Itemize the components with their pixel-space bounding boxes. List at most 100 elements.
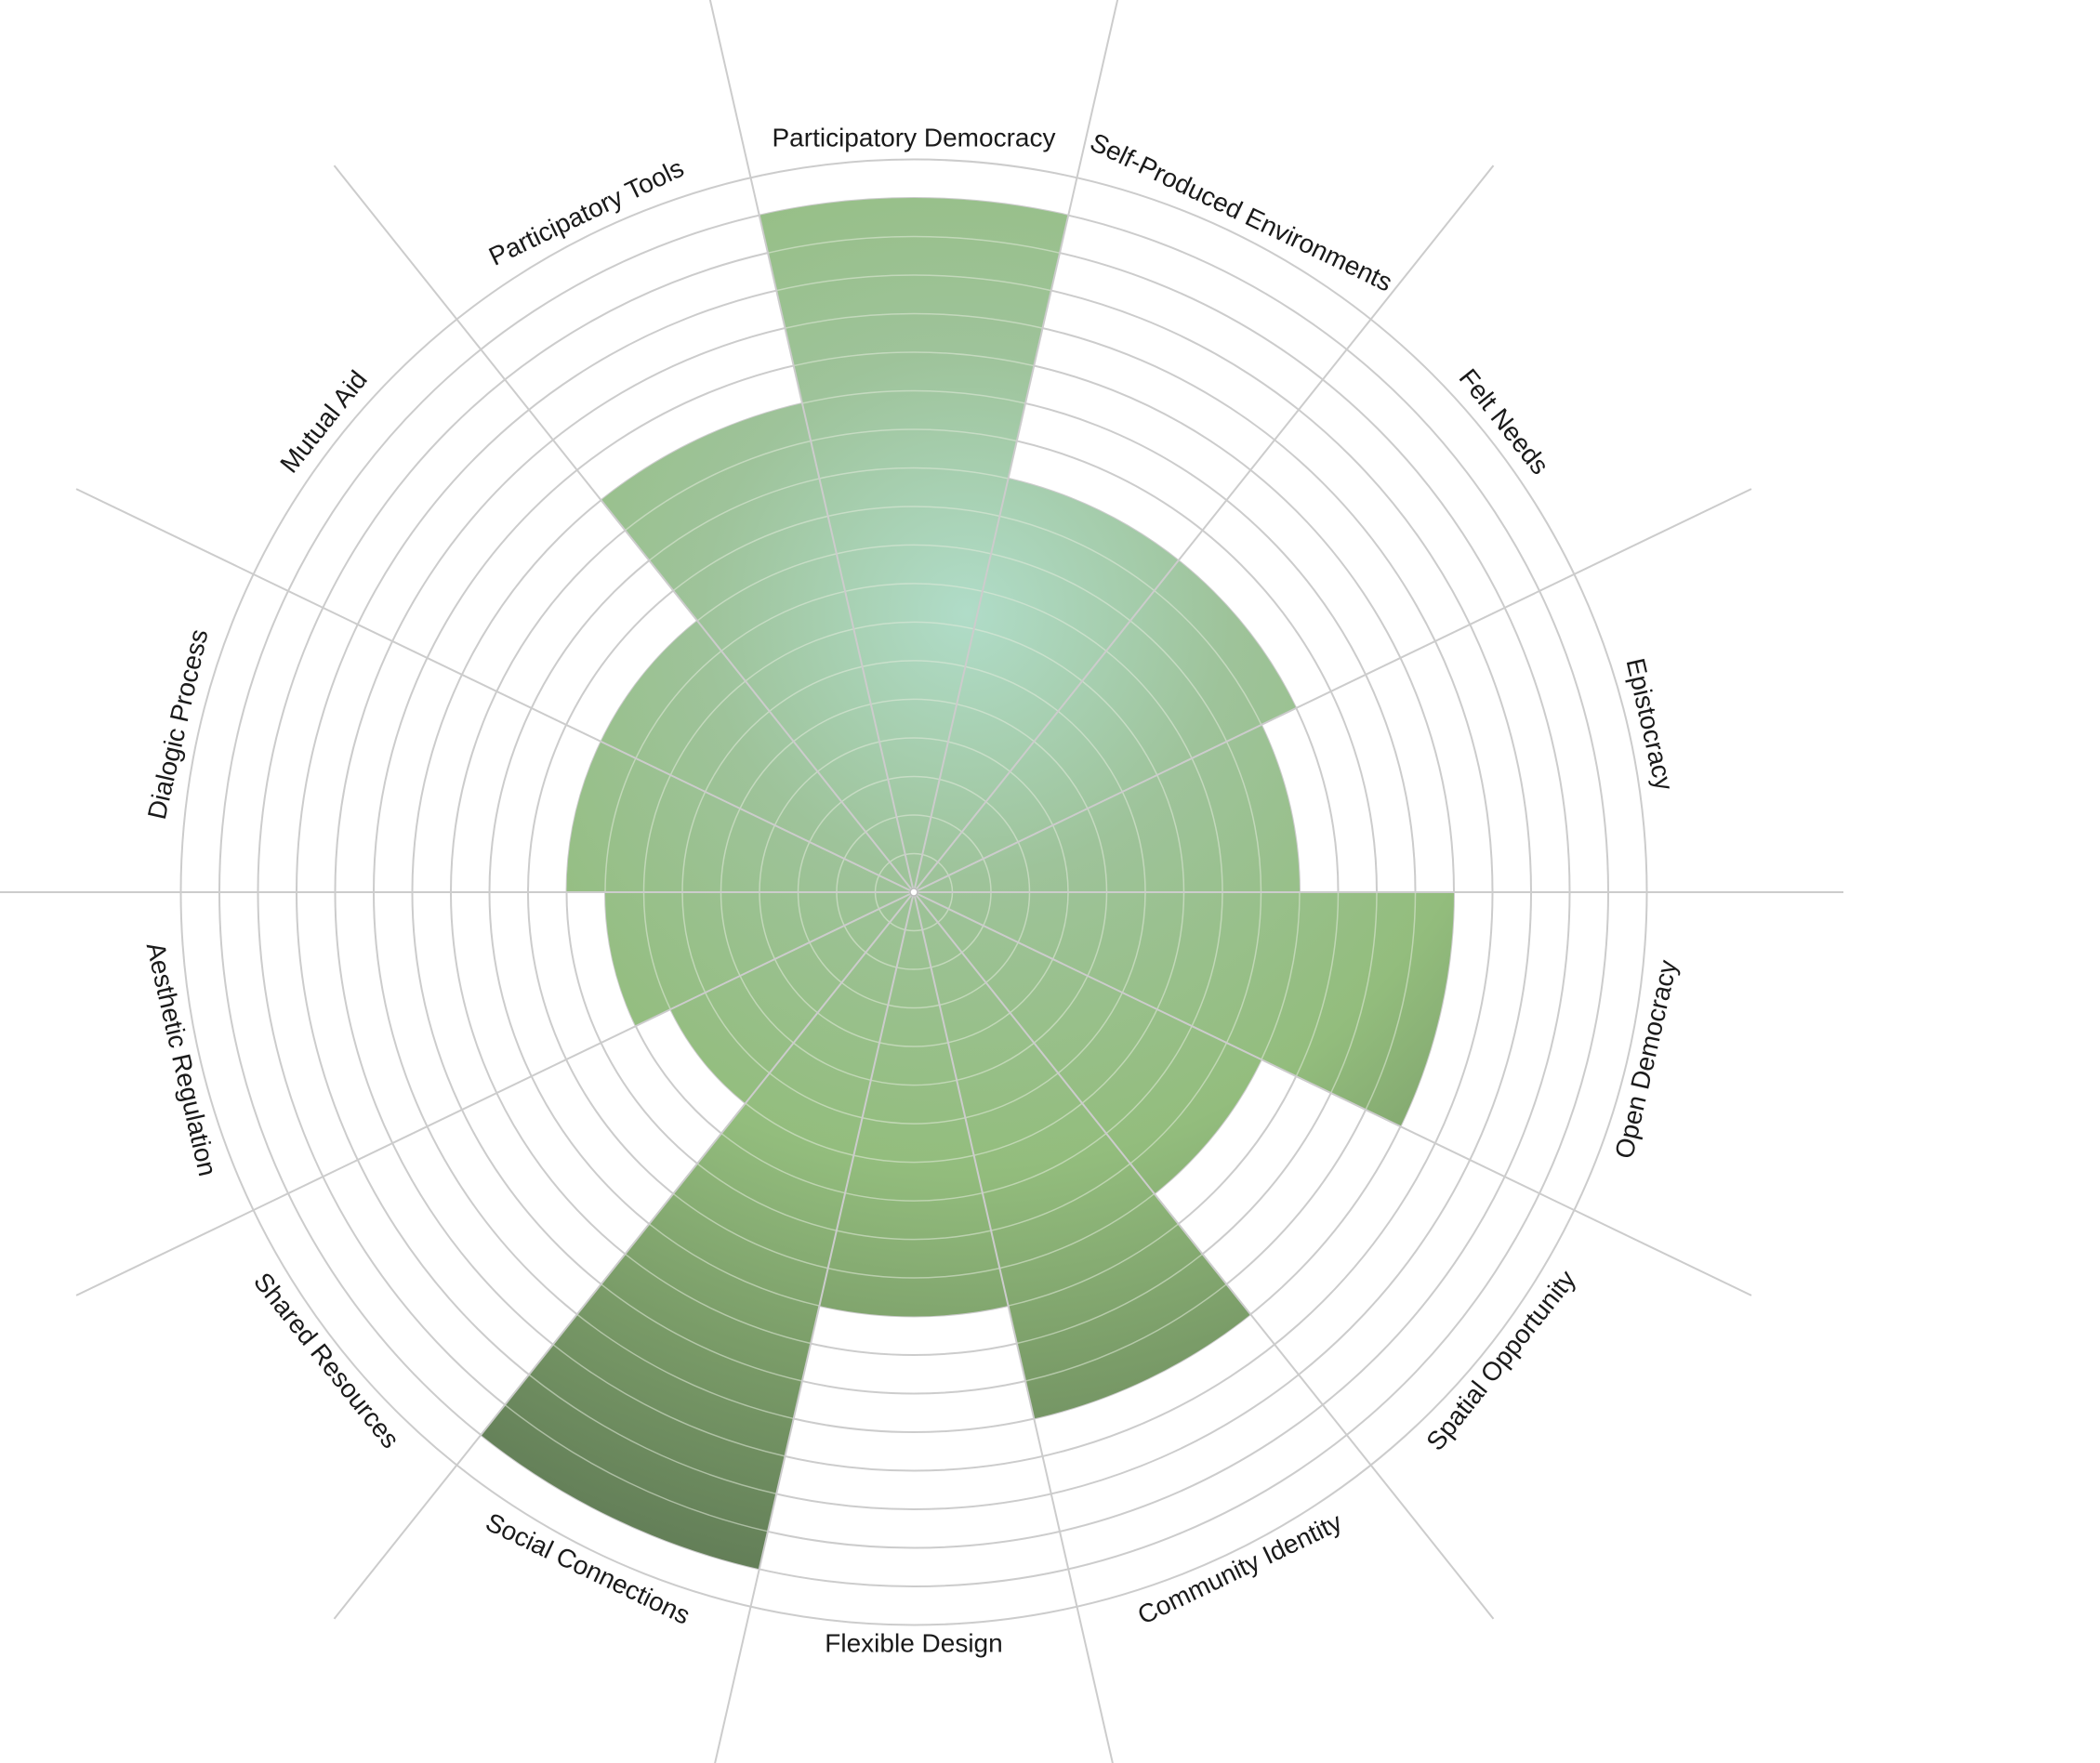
wedge-ring xyxy=(982,590,1107,652)
wedge-spatial-opportunity xyxy=(914,892,1261,1194)
center-dot xyxy=(909,888,918,897)
wedge-ring xyxy=(961,831,984,860)
wedge-ring xyxy=(862,660,966,667)
wedge-ring xyxy=(759,891,776,960)
wedge-participatory-tools xyxy=(601,403,914,892)
wedge-ring xyxy=(843,925,866,954)
wedge-ring xyxy=(973,1102,1083,1156)
wedge-ring xyxy=(1008,1223,1180,1307)
wedge-ring xyxy=(870,698,958,705)
spoke xyxy=(913,891,1752,1296)
wedge-ring xyxy=(720,808,741,893)
wedge-ring xyxy=(1191,757,1223,893)
wedge-ring xyxy=(844,583,984,593)
wedge-ring xyxy=(759,824,776,893)
spoke xyxy=(708,0,915,893)
wedge-ring xyxy=(836,1230,992,1241)
wedge-ring xyxy=(1087,891,1108,977)
spoke xyxy=(714,891,915,1763)
wedge-ring xyxy=(801,389,1026,404)
category-label: Flexible Design xyxy=(825,1628,1002,1657)
wedge-ring xyxy=(836,544,992,555)
wedge-ring xyxy=(785,312,1043,329)
wedge-ring xyxy=(973,628,1083,682)
wedge-ring xyxy=(999,1192,1156,1270)
wedge-ring xyxy=(888,775,940,781)
wedge-ring xyxy=(1105,1025,1193,1135)
wedge-ring xyxy=(625,1253,812,1345)
spokes xyxy=(0,0,1843,1763)
wedge-ring xyxy=(1129,620,1228,743)
wedge-social-connections xyxy=(481,892,914,1570)
wedge-ring xyxy=(809,941,842,983)
wedge-aesthetic-regulation xyxy=(605,892,914,1027)
wedge-ring xyxy=(769,1072,863,1119)
category-label: Dialogic Process xyxy=(142,626,214,822)
wedge-ring xyxy=(819,467,1009,480)
wedge-ring xyxy=(990,1163,1131,1231)
wedge-ring xyxy=(739,741,795,809)
category-label: Shared Resources xyxy=(248,1267,405,1454)
wedge-ring xyxy=(990,553,1131,622)
wedge-ring xyxy=(811,428,1017,442)
wedge-ring xyxy=(1010,958,1054,1014)
category-label: Participatory Tools xyxy=(484,153,688,271)
wedge-ring xyxy=(625,440,812,532)
wedge-ring xyxy=(745,1102,854,1156)
wedge-ring xyxy=(797,891,811,943)
wedge-ring xyxy=(793,351,1035,367)
wedge-ring xyxy=(1121,791,1146,893)
wedge-ring xyxy=(604,757,637,893)
wedge-ring xyxy=(1017,841,1031,893)
wedge-ring xyxy=(576,1313,794,1420)
wedge-ring xyxy=(840,981,889,1006)
wedge-ring xyxy=(1330,891,1378,1094)
wedge-ring xyxy=(870,1079,958,1086)
wedge-ring xyxy=(672,1192,828,1270)
wedge-ring xyxy=(793,703,871,743)
category-label: Community Identity xyxy=(1133,1507,1346,1630)
spoke xyxy=(333,891,915,1620)
wedge-ring xyxy=(817,741,880,772)
spoke xyxy=(333,164,915,893)
wedge-ring xyxy=(1261,891,1301,1060)
spoke xyxy=(913,488,1752,893)
wedge-ring xyxy=(827,506,1000,518)
wedge-ring xyxy=(931,816,963,833)
wedge-ring xyxy=(1017,891,1031,943)
category-label: Mutual Aid xyxy=(274,365,373,479)
wedge-ring xyxy=(552,1344,786,1457)
wedge-epistocracy xyxy=(914,724,1300,892)
wedge-ring xyxy=(817,1012,880,1044)
wedge-ring xyxy=(1156,774,1185,893)
wedge-ring xyxy=(1010,770,1054,826)
spoke xyxy=(913,891,1495,1620)
wedge-ring xyxy=(965,1072,1059,1119)
wedge-ring xyxy=(939,981,987,1006)
wedge-ring xyxy=(648,1223,820,1307)
wedge-ring xyxy=(878,1042,949,1047)
wedge-ring xyxy=(1154,589,1262,726)
category-label: Epistocracy xyxy=(1621,655,1679,793)
wedge-ring xyxy=(957,1042,1035,1082)
spoke xyxy=(913,0,1119,893)
spoke xyxy=(913,164,1495,893)
wedge-ring xyxy=(773,958,818,1014)
wedge-ring xyxy=(1121,891,1146,993)
wedge-ring xyxy=(696,553,838,622)
wedge-ring xyxy=(878,737,949,743)
wedge-ring xyxy=(1365,891,1417,1111)
wedge-ring xyxy=(983,858,992,893)
wedge-ring xyxy=(1057,710,1124,793)
wedge-ring xyxy=(704,992,771,1074)
wedge-ring xyxy=(528,1374,777,1495)
wedge-ring xyxy=(827,1267,1000,1279)
wedge-ring xyxy=(983,891,992,927)
wedge-ring xyxy=(947,1012,1010,1044)
wedge-ring xyxy=(1087,808,1108,893)
wedge-ring xyxy=(681,791,707,893)
wedge-ring xyxy=(888,1004,940,1009)
wedge-ring xyxy=(1081,1008,1158,1104)
wedge-ring xyxy=(672,515,828,592)
